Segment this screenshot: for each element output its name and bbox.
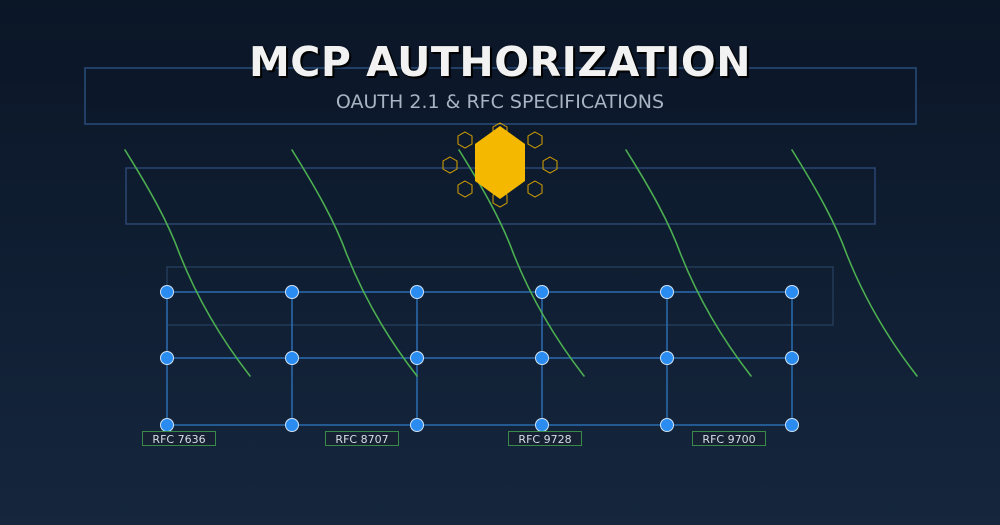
grid-node	[535, 351, 549, 365]
hexagon-outline-icon	[492, 190, 508, 208]
grid-node	[410, 285, 424, 299]
page-title: MCP AUTHORIZATION	[248, 38, 752, 86]
rfc-label-9700: RFC 9700	[692, 431, 766, 446]
hexagon-outline-icon	[442, 156, 458, 174]
grid-nodes	[160, 285, 799, 432]
grid-node	[410, 418, 424, 432]
central-hexagon-icon	[475, 126, 525, 199]
grid-node	[660, 351, 674, 365]
title-panel	[84, 67, 917, 125]
grid-node	[785, 418, 799, 432]
grid-node	[160, 418, 174, 432]
hexagon-outline-icon	[527, 131, 543, 149]
satellite-hexagons	[442, 122, 558, 208]
grid-node	[160, 285, 174, 299]
grid-node	[785, 351, 799, 365]
grid-node	[785, 285, 799, 299]
lower-panel	[166, 266, 834, 326]
green-strokes	[124, 149, 918, 377]
grid-node	[285, 351, 299, 365]
grid-node	[660, 418, 674, 432]
grid-lines	[166, 291, 793, 426]
hexagon-outline-icon	[457, 180, 473, 198]
grid-node	[160, 351, 174, 365]
rfc-label-8707: RFC 8707	[325, 431, 399, 446]
grid-node	[285, 285, 299, 299]
grid-node	[535, 285, 549, 299]
rfc-label-7636: RFC 7636	[142, 431, 216, 446]
grid-node	[535, 418, 549, 432]
hexagon-outline-icon	[527, 180, 543, 198]
page-subtitle: OAUTH 2.1 & RFC SPECIFICATIONS	[335, 91, 665, 113]
grid-node	[285, 418, 299, 432]
hexagon-outline-icon	[542, 156, 558, 174]
rfc-label-9728: RFC 9728	[508, 431, 582, 446]
grid-node	[660, 285, 674, 299]
hexagon-outline-icon	[457, 131, 473, 149]
grid-node	[410, 351, 424, 365]
